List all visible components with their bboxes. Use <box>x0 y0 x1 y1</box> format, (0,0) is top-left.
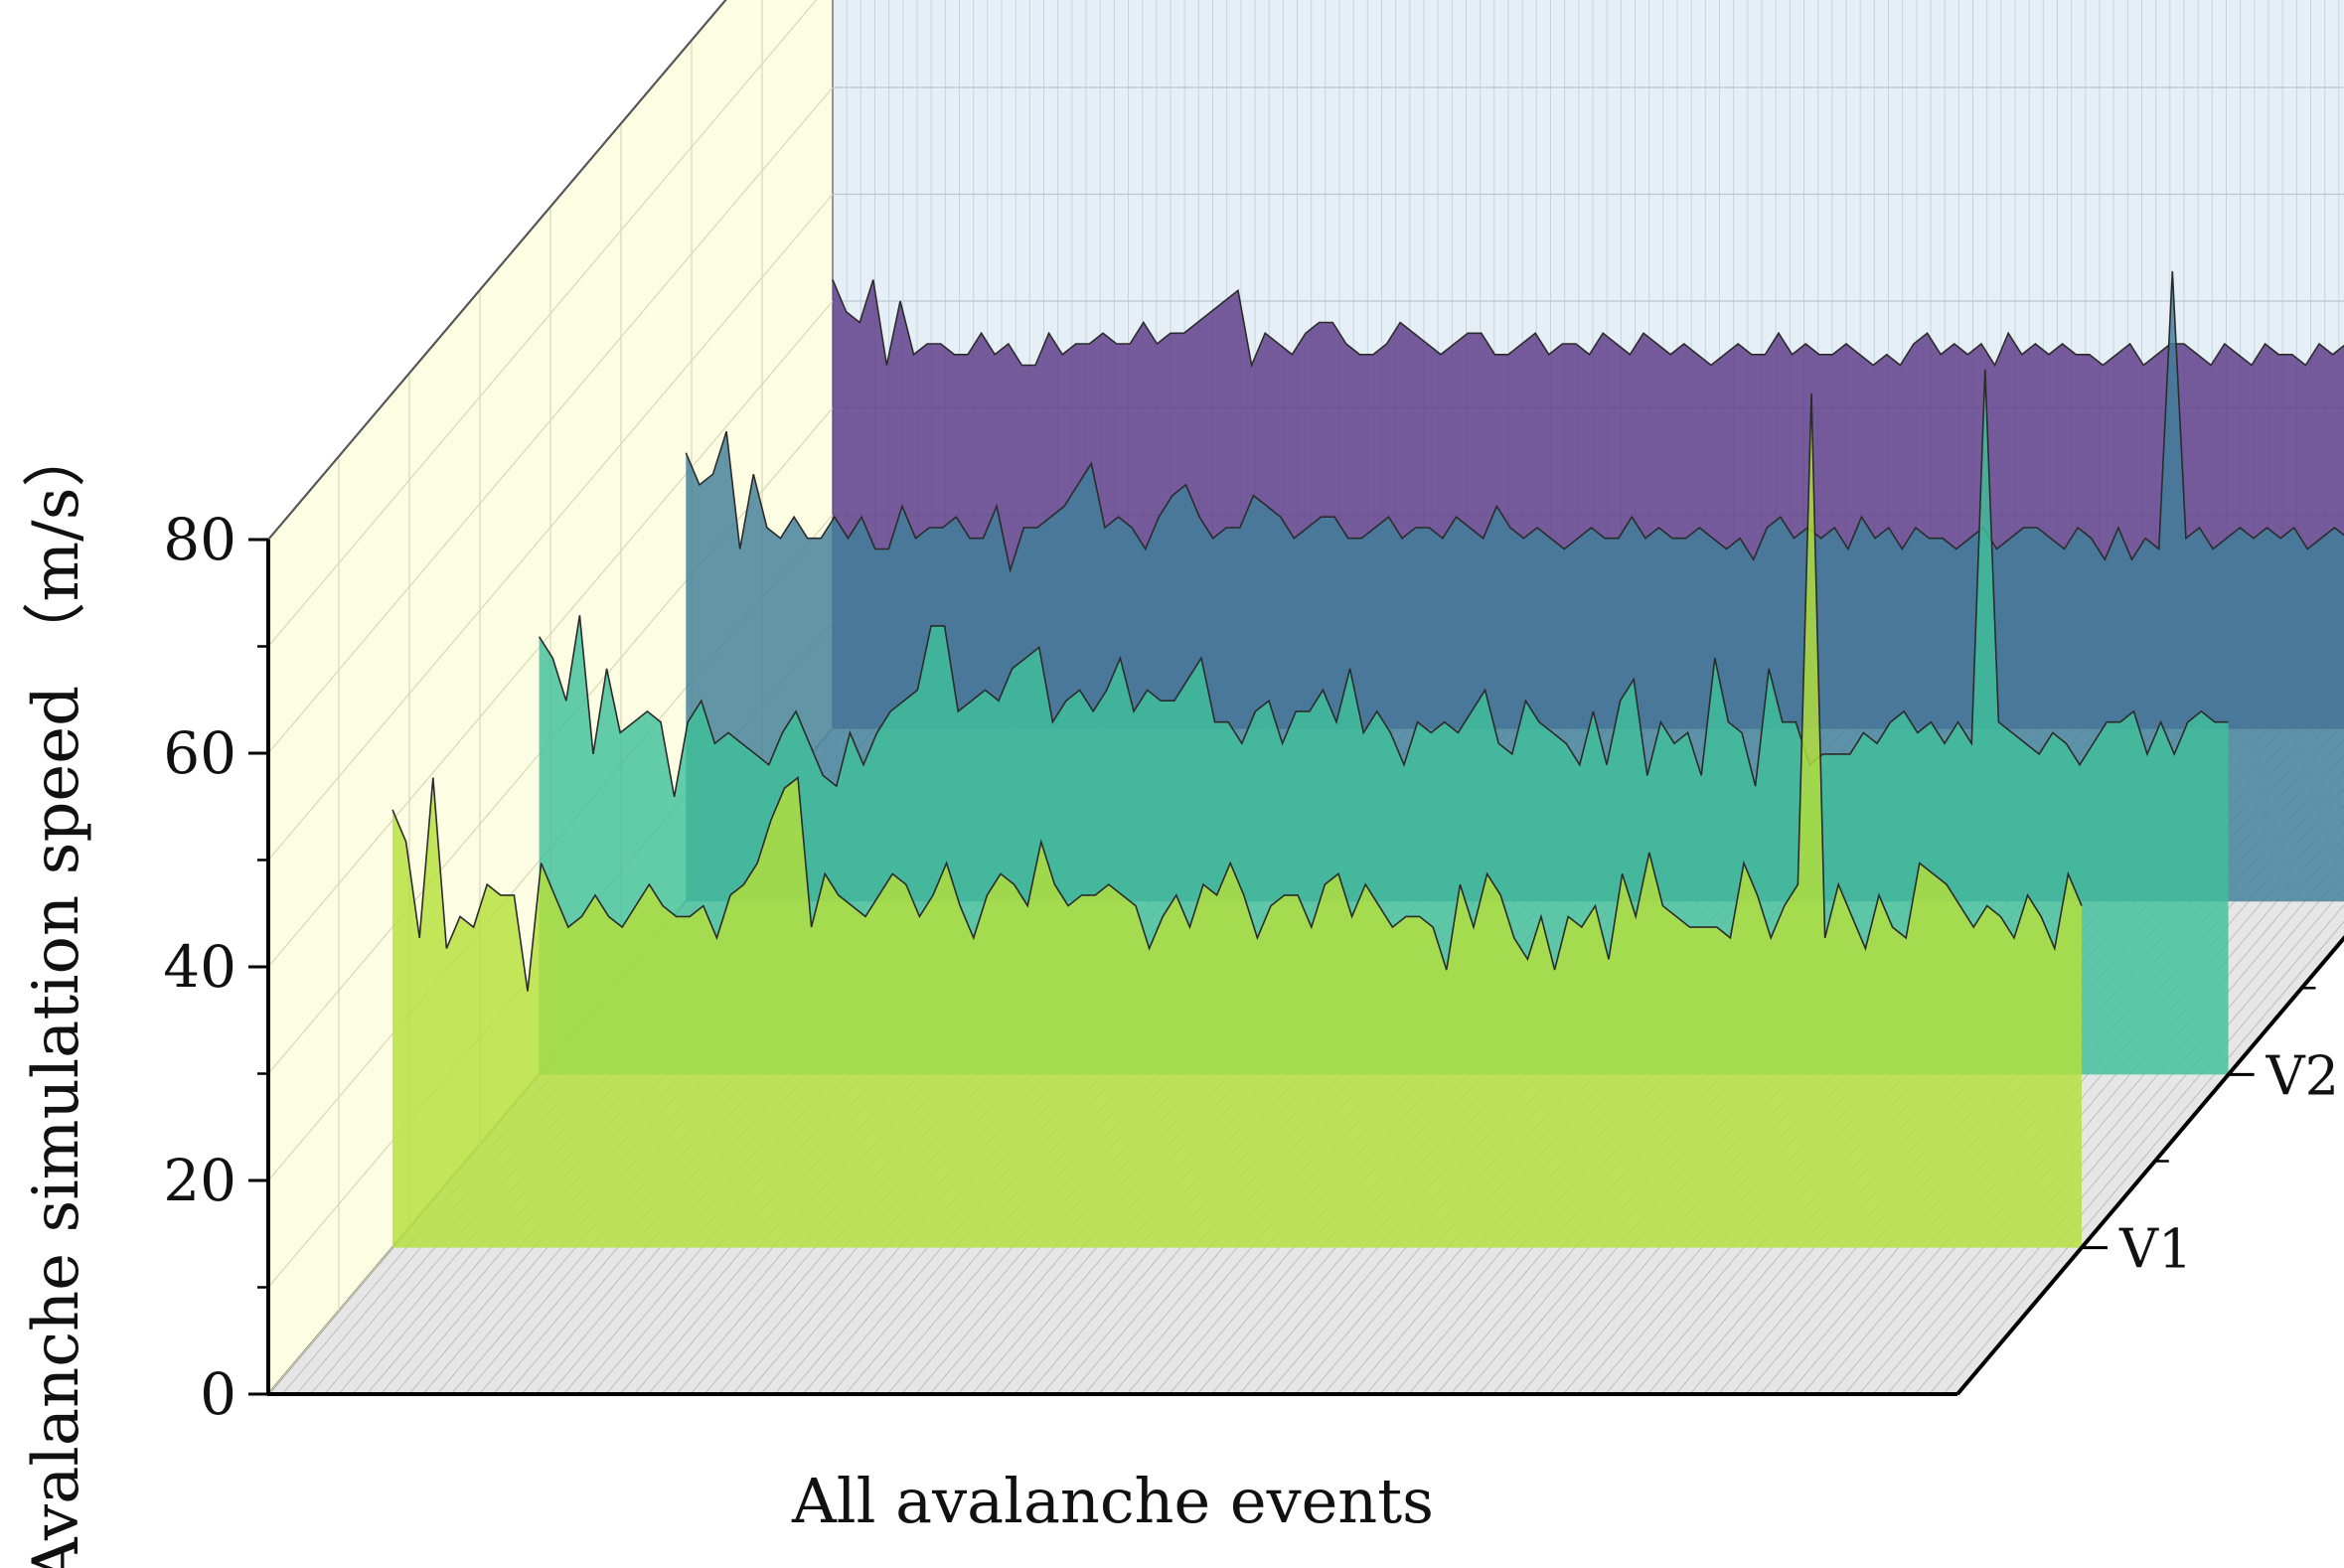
y-tick-label: 80 <box>163 506 236 573</box>
x-axis-label: All avalanche events <box>791 1465 1434 1537</box>
series-line-v4 <box>832 279 2344 369</box>
series-layer <box>391 270 2344 1248</box>
y-tick-label: 60 <box>163 719 236 787</box>
depth-tick-label: V1 <box>2118 1218 2192 1281</box>
y-axis-label: Avalanche simulation speed （m/s） <box>20 423 93 1568</box>
series-line-v1 <box>391 392 2083 992</box>
series-line-v2 <box>538 369 2229 798</box>
y-tick-label: 0 <box>200 1360 236 1428</box>
side-wall-top-edge <box>267 0 727 541</box>
depth-tick-label: V2 <box>2266 1044 2339 1107</box>
series-line-v3 <box>685 270 2344 574</box>
chart-axes: 020406080V1V2V3V4 <box>163 0 2344 1428</box>
y-tick-label: 40 <box>163 933 236 1001</box>
series-area-v1 <box>392 392 2082 1248</box>
depth-axis-line <box>1955 935 2344 1396</box>
y-tick-label: 20 <box>163 1147 236 1214</box>
